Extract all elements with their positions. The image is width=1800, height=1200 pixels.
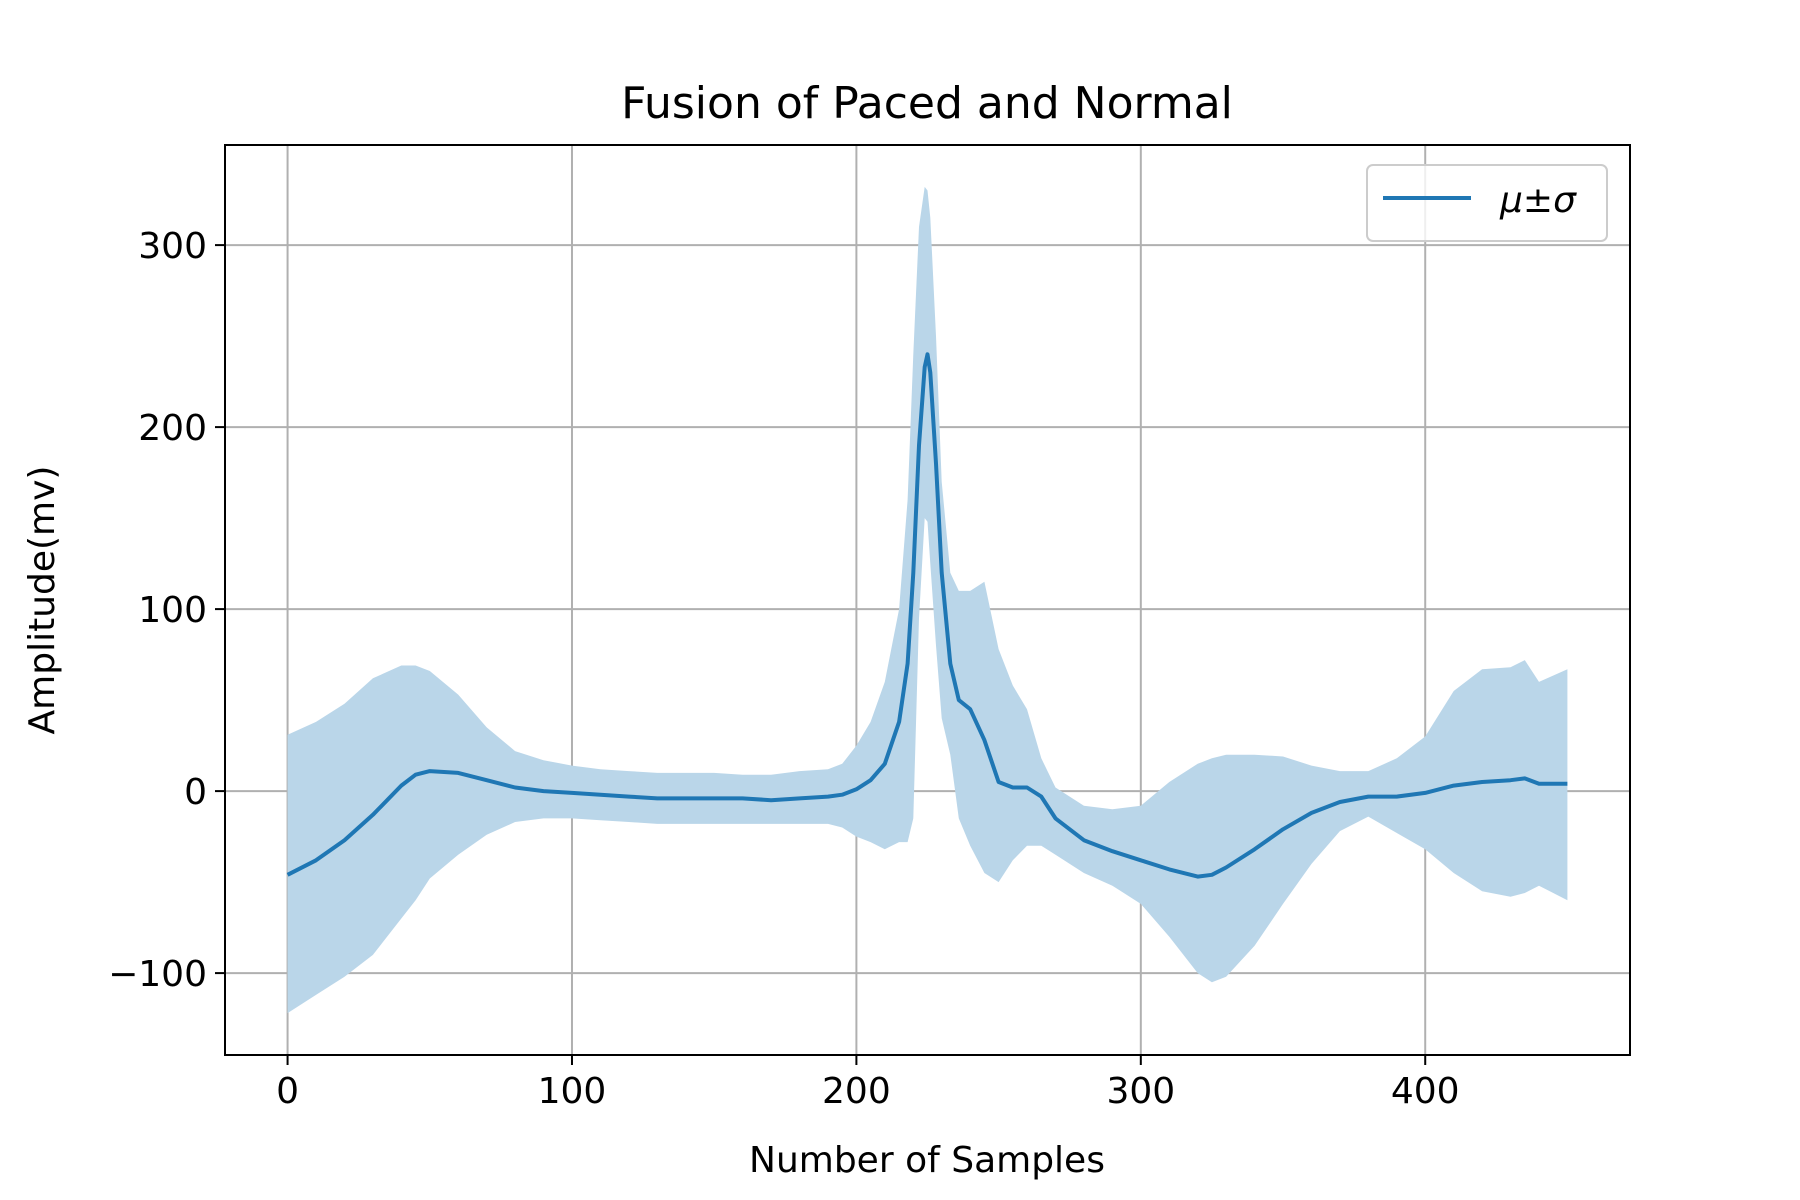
plot-frame [224, 144, 1631, 1056]
y-tick-label: −100 [108, 954, 207, 995]
std-band [287, 186, 1568, 1014]
y-tick-label: 0 [184, 772, 207, 813]
legend-box [1366, 164, 1608, 242]
y-tick-label: 300 [138, 226, 207, 267]
x-tick-label: 0 [276, 1071, 299, 1112]
y-tick-label: 200 [138, 408, 207, 449]
x-axis-label: Number of Samples [749, 1140, 1105, 1181]
x-tick-label: 300 [1106, 1071, 1175, 1112]
y-tick-label: 100 [138, 590, 207, 631]
y-axis-label: Amplitude(mv) [22, 466, 63, 735]
mean-line [286, 352, 1568, 879]
ticks: 0 100 200 300 400 −100 0 100 200 300 [108, 226, 1459, 1112]
legend: μ±σ [1366, 164, 1608, 242]
chart-title: Fusion of Paced and Normal [621, 78, 1233, 129]
x-tick-label: 400 [1391, 1071, 1460, 1112]
x-tick-label: 200 [822, 1071, 891, 1112]
x-tick-label: 100 [538, 1071, 607, 1112]
legend-entry: μ±σ [1499, 180, 1577, 221]
